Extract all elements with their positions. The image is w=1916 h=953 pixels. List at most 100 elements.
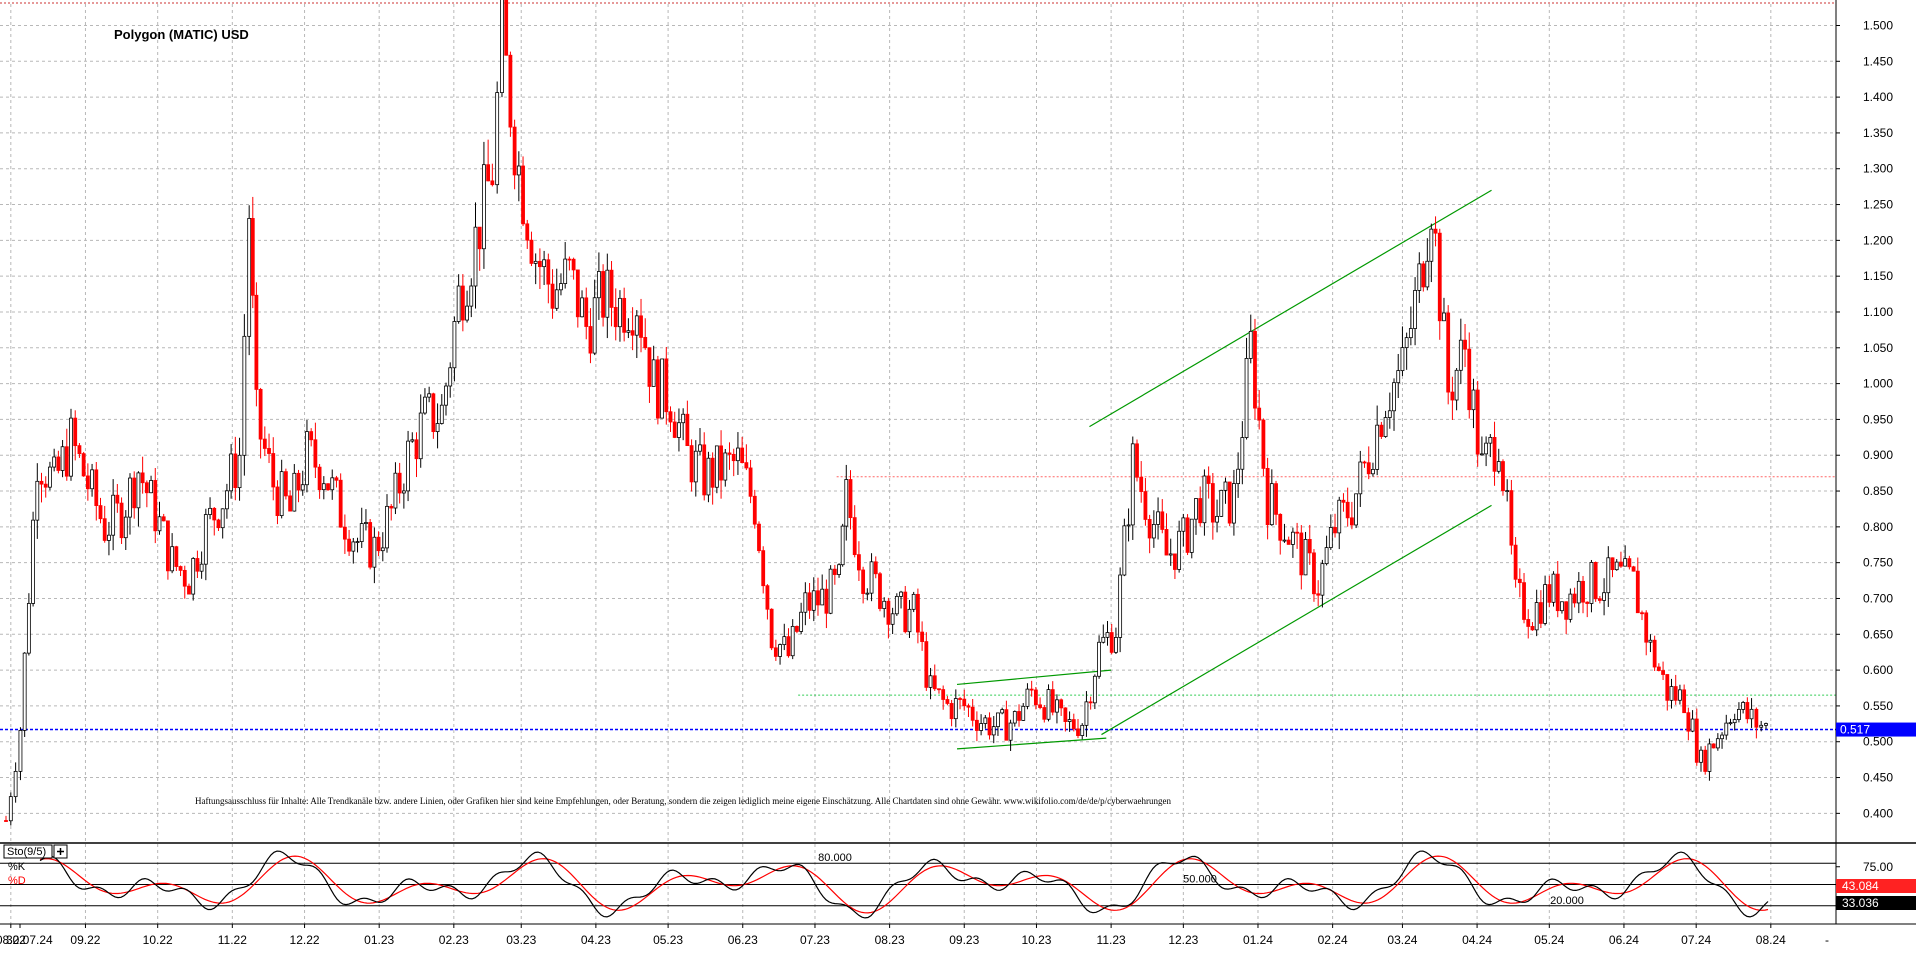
candle-body — [1392, 382, 1396, 412]
x-tick-label: 05.24 — [1534, 933, 1564, 947]
candle-body — [123, 516, 128, 539]
candle — [347, 529, 351, 556]
candle — [1025, 683, 1030, 710]
candle — [958, 696, 962, 710]
candle — [1139, 461, 1144, 503]
candle-body — [1088, 701, 1093, 704]
candle-body — [1450, 391, 1455, 401]
candle-body — [1366, 462, 1371, 475]
candle-body — [1492, 436, 1497, 472]
x-tick-label: 01.23 — [364, 933, 394, 947]
candle — [111, 479, 116, 551]
candle — [869, 553, 874, 602]
y-tick-label: 0.850 — [1863, 484, 1893, 498]
candle — [1745, 697, 1750, 724]
candle-body — [1017, 711, 1021, 721]
candle-body — [878, 573, 882, 609]
candle — [1164, 513, 1169, 556]
candle-body — [1623, 558, 1628, 567]
candle — [283, 468, 288, 500]
candle-body — [144, 482, 149, 494]
candle — [1092, 674, 1097, 710]
candle-body — [677, 422, 681, 438]
candle-body — [1602, 592, 1606, 601]
candle-body — [1282, 539, 1287, 542]
candle — [618, 290, 622, 342]
candle-body — [300, 484, 305, 491]
candle-body — [1501, 461, 1505, 492]
candle-body — [317, 466, 322, 491]
candle — [1337, 496, 1342, 550]
candle-body — [1614, 561, 1619, 571]
candle-body — [187, 585, 191, 595]
candle — [4, 815, 8, 822]
candle-body — [525, 223, 530, 241]
candle — [1538, 590, 1543, 629]
candle-body — [1682, 689, 1687, 714]
candle — [861, 566, 866, 604]
candle — [1610, 557, 1615, 578]
candle — [1547, 575, 1552, 608]
stoch-label-box: Sto(9/5) — [3, 844, 68, 859]
candle-body — [1206, 475, 1211, 484]
candle — [698, 428, 702, 456]
candle — [326, 483, 330, 491]
candle — [368, 518, 373, 570]
candle — [1496, 448, 1501, 474]
candle — [1764, 722, 1768, 730]
candle-body — [820, 588, 825, 606]
candle-body — [1143, 491, 1148, 520]
candle — [937, 688, 941, 694]
candle — [1375, 405, 1380, 476]
candle-body — [1652, 639, 1657, 668]
chart-title: Polygon (MATIC) USD — [114, 27, 249, 42]
candle — [136, 471, 141, 527]
candle — [807, 583, 812, 619]
candle — [444, 382, 448, 416]
candle-body — [1665, 674, 1670, 701]
candle — [1122, 518, 1127, 577]
candle — [664, 346, 669, 425]
candle-body — [1728, 722, 1733, 725]
candle-body — [1210, 483, 1215, 523]
candle-body — [1223, 481, 1228, 491]
candle — [229, 444, 234, 499]
candle-body — [330, 477, 335, 491]
candle-body — [1597, 598, 1602, 601]
x-tick-label: 07.23 — [800, 933, 830, 947]
y-tick-label: 0.650 — [1863, 627, 1893, 641]
candle — [1505, 479, 1510, 502]
stoch-expand-button[interactable] — [53, 844, 68, 859]
candle-body — [271, 453, 276, 488]
candle-body — [698, 444, 702, 452]
x-axis-scroll-marker[interactable]: - — [1825, 933, 1829, 947]
candle-body — [643, 337, 648, 349]
candle-body — [69, 417, 73, 477]
candle-body — [991, 726, 996, 736]
candle — [571, 257, 576, 280]
candle — [73, 410, 78, 461]
candle-body — [807, 592, 812, 611]
candle — [1492, 421, 1497, 486]
candle-body — [431, 393, 436, 433]
candle — [803, 582, 808, 626]
candle-body — [945, 699, 950, 704]
candle — [706, 451, 711, 503]
candle-body — [1678, 689, 1682, 701]
candle — [672, 411, 677, 439]
candle-body — [1640, 612, 1644, 615]
candle — [1673, 674, 1678, 705]
candle — [495, 81, 500, 194]
candle-body — [1437, 232, 1442, 322]
candle — [890, 607, 895, 635]
candle-body — [288, 495, 293, 512]
candle — [1080, 723, 1085, 740]
candle — [174, 545, 179, 572]
candle — [782, 623, 787, 651]
y-tick-label: 1.300 — [1863, 162, 1893, 176]
candle — [886, 597, 891, 639]
candle-body — [928, 675, 933, 688]
candle-body — [1711, 743, 1716, 749]
candle-body — [220, 508, 225, 529]
candle-body — [1484, 442, 1489, 455]
